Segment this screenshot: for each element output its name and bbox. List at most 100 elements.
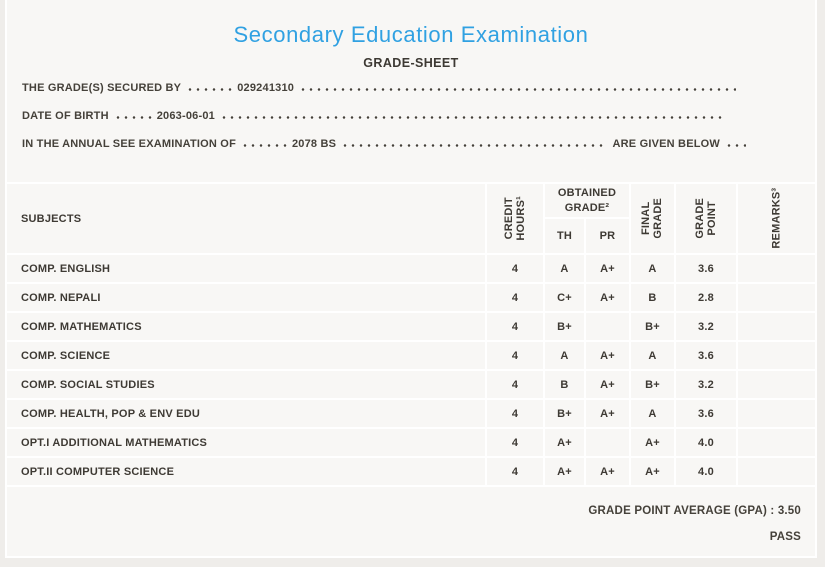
cell-final-grade: B+ [629, 369, 675, 399]
cell-grade-point: 4.0 [674, 427, 737, 457]
cell-subject: COMP. ENGLISH [7, 253, 486, 283]
cell-final-grade: A [629, 253, 675, 283]
header-row-2: TH PR [7, 217, 815, 254]
table-row: OPT.II COMPUTER SCIENCE 4 A+ A+ A+ 4.0 [7, 456, 815, 487]
cell-remarks [736, 253, 815, 283]
header-remarks: REMARKS³ [736, 182, 815, 254]
cell-credit-hours: 4 [484, 282, 544, 312]
cell-grade-point: 2.8 [674, 282, 737, 312]
cell-credit-hours: 4 [484, 253, 544, 283]
grade-sheet-heading: GRADE-SHEET [363, 56, 459, 70]
cell-th-grade: A [542, 253, 585, 283]
secured-by-label: THE GRADE(S) SECURED BY [22, 82, 182, 94]
cell-pr-grade: A+ [583, 456, 630, 487]
are-given-below-label: ARE GIVEN BELOW [612, 138, 720, 150]
cell-pr-grade: A+ [583, 253, 630, 283]
cell-subject: COMP. NEPALI [7, 282, 486, 312]
cell-remarks [736, 369, 815, 399]
info-line-symbol-number: THE GRADE(S) SECURED BY 029241310 [22, 82, 815, 110]
dot-leader [341, 144, 608, 147]
cell-grade-point: 3.6 [674, 398, 737, 428]
cell-remarks [736, 340, 815, 370]
table-row: COMP. ENGLISH 4 A A+ A 3.6 [7, 253, 815, 283]
result-status: PASS [769, 531, 801, 543]
cell-remarks [736, 311, 815, 341]
final-grade-label: FINAL GRADE [640, 198, 665, 239]
cell-pr-grade [583, 311, 630, 341]
info-line-exam-year: IN THE ANNUAL SEE EXAMINATION OF 2078 BS… [22, 138, 815, 166]
table-row: COMP. SCIENCE 4 A A+ A 3.6 [7, 340, 815, 370]
grades-table: SUBJECTS CREDIT HOURS¹ OBTAINED GRADE² F… [7, 182, 815, 487]
header-subjects: SUBJECTS [7, 182, 486, 254]
header-row-1: SUBJECTS CREDIT HOURS¹ OBTAINED GRADE² F… [7, 182, 815, 254]
header-grade-point: GRADE POINT [674, 182, 737, 254]
exam-year-value: 2078 BS [291, 138, 337, 150]
cell-th-grade: A [542, 340, 585, 370]
cell-grade-point: 4.0 [674, 456, 737, 487]
cell-pr-grade [583, 427, 630, 457]
cell-credit-hours: 4 [484, 398, 544, 428]
cell-remarks [736, 282, 815, 312]
dot-leader [725, 144, 746, 147]
cell-th-grade: C+ [542, 282, 585, 312]
grades-table-body: COMP. ENGLISH 4 A A+ A 3.6 COMP. NEPALI … [7, 253, 815, 487]
cell-final-grade: A [629, 398, 675, 428]
gpa-line: GRADE POINT AVERAGE (GPA) : 3.50 [7, 504, 801, 518]
cell-grade-point: 3.2 [674, 311, 737, 341]
date-of-birth-label: DATE OF BIRTH [22, 110, 109, 122]
cell-subject: OPT.II COMPUTER SCIENCE [7, 456, 486, 487]
cell-credit-hours: 4 [484, 427, 544, 457]
grade-point-label: GRADE POINT [693, 198, 718, 239]
cell-grade-point: 3.2 [674, 369, 737, 399]
gpa-value: 3.50 [777, 505, 801, 517]
cell-credit-hours: 4 [484, 311, 544, 341]
cell-grade-point: 3.6 [674, 340, 737, 370]
cell-credit-hours: 4 [484, 369, 544, 399]
dot-leader [220, 116, 722, 119]
cell-remarks [736, 456, 815, 487]
date-of-birth-value: 2063-06-01 [156, 110, 216, 122]
header-obtained-grade: OBTAINED GRADE² [542, 182, 630, 218]
cell-final-grade: B [629, 282, 675, 312]
grade-sheet-card: Secondary Education Examination GRADE-SH… [5, 0, 817, 558]
grades-table-header: SUBJECTS CREDIT HOURS¹ OBTAINED GRADE² F… [7, 182, 815, 254]
candidate-info: THE GRADE(S) SECURED BY 029241310 DATE O… [22, 82, 815, 166]
symbol-number-value: 029241310 [237, 82, 295, 94]
dot-leader [113, 116, 152, 119]
remarks-label: REMARKS³ [770, 188, 783, 249]
cell-credit-hours: 4 [484, 456, 544, 487]
cell-final-grade: A+ [629, 427, 675, 457]
cell-pr-grade: A+ [583, 282, 630, 312]
table-row: COMP. MATHEMATICS 4 B+ B+ 3.2 [7, 311, 815, 341]
exam-year-label: IN THE ANNUAL SEE EXAMINATION OF [22, 138, 236, 150]
cell-subject: COMP. MATHEMATICS [7, 311, 486, 341]
cell-pr-grade: A+ [583, 398, 630, 428]
cell-th-grade: B+ [542, 398, 585, 428]
cell-subject: OPT.I ADDITIONAL MATHEMATICS [7, 427, 486, 457]
page-title: Secondary Education Examination [233, 22, 589, 47]
cell-pr-grade: A+ [583, 340, 630, 370]
cell-subject: COMP. SCIENCE [7, 340, 486, 370]
credit-hours-label: CREDIT HOURS¹ [502, 196, 527, 241]
cell-remarks [736, 427, 815, 457]
cell-remarks [736, 398, 815, 428]
table-row: COMP. SOCIAL STUDIES 4 B A+ B+ 3.2 [7, 369, 815, 399]
cell-final-grade: B+ [629, 311, 675, 341]
result-summary: GRADE POINT AVERAGE (GPA) : 3.50 PASS [7, 504, 815, 544]
cell-th-grade: A+ [542, 427, 585, 457]
dot-leader [299, 88, 736, 91]
dot-leader [186, 88, 233, 91]
table-row: COMP. HEALTH, POP & ENV EDU 4 B+ A+ A 3.… [7, 398, 815, 428]
header-th: TH [542, 217, 585, 254]
cell-credit-hours: 4 [484, 340, 544, 370]
header-final-grade: FINAL GRADE [629, 182, 675, 254]
cell-th-grade: B [542, 369, 585, 399]
cell-th-grade: A+ [542, 456, 585, 487]
cell-pr-grade: A+ [583, 369, 630, 399]
dot-leader [240, 144, 287, 147]
info-line-date-of-birth: DATE OF BIRTH 2063-06-01 [22, 110, 815, 138]
header-credit-hours: CREDIT HOURS¹ [484, 182, 544, 254]
gpa-label: GRADE POINT AVERAGE (GPA) : [588, 505, 775, 517]
cell-final-grade: A+ [629, 456, 675, 487]
